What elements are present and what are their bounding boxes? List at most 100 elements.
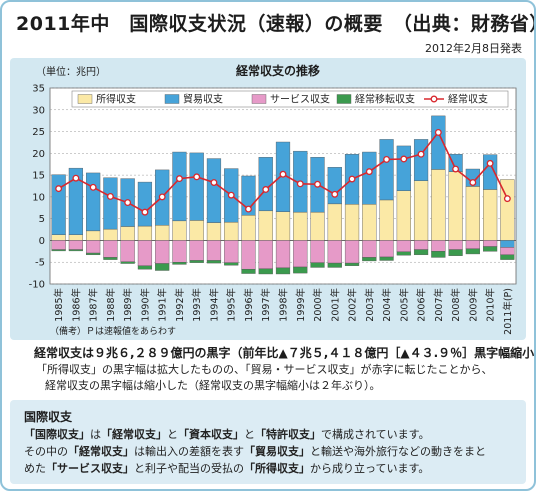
- bar-services: [155, 240, 170, 264]
- bar-income: [206, 222, 222, 241]
- x-tick-label: 1999年: [295, 288, 307, 322]
- point-current-account: [124, 199, 132, 207]
- legend-swatch: [336, 94, 352, 104]
- summary-headline: 経常収支は９兆６,２８９億円の黒字（前年比▲７兆５,４１８億円［▲４３.９％］黒…: [34, 346, 536, 360]
- y-tick-label: 25: [32, 127, 45, 138]
- bar-income: [396, 190, 411, 241]
- y-tick-label: 30: [32, 105, 45, 116]
- bar-services: [327, 240, 342, 264]
- bar-services: [310, 240, 325, 263]
- legend-swatch: [77, 94, 93, 104]
- bar-trade: [258, 157, 273, 212]
- point-current-account: [210, 179, 218, 186]
- bar-transfers: [379, 256, 394, 261]
- bar-transfers: [327, 262, 342, 268]
- bar-services: [189, 240, 204, 261]
- bar-trade: [51, 174, 66, 235]
- y-tick-label: 35: [32, 84, 45, 95]
- x-tick-label: 2004年: [381, 288, 393, 322]
- term-services-balance: 「サービス収支」: [46, 462, 134, 475]
- chart-title: 経常収支の推移: [236, 63, 320, 78]
- bar-transfers: [189, 260, 204, 263]
- bar-income: [137, 225, 153, 241]
- term-current-account: 「経常収支」: [68, 445, 134, 458]
- point-current-account: [434, 128, 442, 136]
- bars: [51, 115, 515, 275]
- bar-services: [500, 247, 515, 256]
- bar-services: [172, 240, 187, 263]
- legend-label: 所得収支: [96, 94, 136, 106]
- point-current-account: [348, 175, 356, 183]
- point-current-account: [55, 185, 63, 193]
- bar-income: [483, 189, 498, 241]
- bar-transfers: [344, 262, 360, 266]
- x-tick-label: 2005年: [398, 288, 410, 322]
- y-tick-label: -10: [29, 280, 45, 291]
- x-tick-label: 1990年: [139, 288, 151, 322]
- bar-trade: [86, 172, 101, 232]
- info-text: めた: [24, 462, 46, 475]
- y-tick-label: 15: [32, 171, 45, 182]
- bar-transfers: [241, 268, 256, 274]
- bar-transfers: [483, 246, 498, 252]
- x-tick-label: 1997年: [260, 288, 272, 322]
- y-tick-label: 5: [39, 214, 45, 225]
- bar-transfers: [310, 262, 325, 268]
- bar-services: [137, 240, 153, 266]
- bar-income: [86, 230, 101, 241]
- term-patent-account: 「特許収支」: [255, 428, 321, 441]
- bar-income: [51, 234, 66, 241]
- bar-income: [275, 211, 291, 241]
- point-current-account: [296, 180, 304, 188]
- bar-income: [327, 203, 342, 241]
- point-current-account: [141, 208, 149, 216]
- point-current-account: [469, 179, 477, 186]
- bar-transfers: [86, 252, 101, 256]
- y-tick-label: 20: [32, 149, 45, 160]
- x-tick-label: 2002年: [347, 288, 359, 322]
- point-current-account: [175, 175, 183, 183]
- info-line-2: その中の「経常収支」は輸出入の差額を表す「貿易収支」と輸送や海外旅行などの動きを…: [24, 443, 486, 460]
- x-tick-label: 1995年: [226, 288, 238, 322]
- bar-income: [172, 220, 187, 241]
- x-tick-label: 1987年: [88, 288, 100, 322]
- point-current-account: [279, 170, 287, 178]
- point-current-account: [383, 155, 391, 163]
- term-capital-account: 「資本収支」: [178, 428, 244, 441]
- bar-trade: [396, 145, 411, 191]
- bar-trade: [206, 158, 222, 223]
- x-tick-label: 1994年: [208, 288, 220, 322]
- bar-trade: [500, 240, 515, 248]
- legend-label: サービス収支: [270, 94, 330, 106]
- current-account-chart: （単位：兆円） 経常収支の推移 （備考）Ｐは速報値をあらわす -10 -5 0 5 10…: [29, 63, 517, 337]
- x-tick-label: 2009年: [467, 288, 479, 322]
- point-current-account: [227, 191, 235, 199]
- bar-income: [120, 226, 135, 241]
- point-current-account: [158, 193, 166, 201]
- x-tick-label: 2000年: [312, 288, 324, 322]
- bar-income: [310, 211, 325, 241]
- y-tick-label: 0: [39, 236, 45, 247]
- chart-unit-label: （単位：兆円）: [36, 65, 106, 78]
- bar-income: [362, 204, 377, 241]
- bar-services: [86, 240, 101, 254]
- bar-trade: [172, 151, 187, 222]
- info-line-3: めた「サービス収支」と利子や配当の受払の「所得収支」から成り立っています。: [24, 460, 486, 477]
- term-income-balance: 「所得収支」: [244, 462, 310, 475]
- bar-trade: [413, 139, 429, 181]
- x-tick-label: 1988年: [105, 288, 117, 322]
- bar-services: [465, 240, 480, 249]
- bar-transfers: [224, 262, 239, 266]
- bar-income: [413, 180, 429, 241]
- legend-swatch: [251, 94, 267, 104]
- bar-transfers: [413, 249, 429, 256]
- bar-services: [103, 240, 118, 258]
- publication-date: 2012年2月8日発表: [425, 42, 522, 55]
- bar-income: [103, 228, 118, 241]
- x-tick-label: 2010年: [485, 288, 497, 322]
- x-tick-label: 1986年: [70, 288, 82, 322]
- legend-swatch: [430, 95, 438, 103]
- x-tick-label: 1989年: [122, 288, 134, 322]
- legend-swatch: [164, 94, 180, 104]
